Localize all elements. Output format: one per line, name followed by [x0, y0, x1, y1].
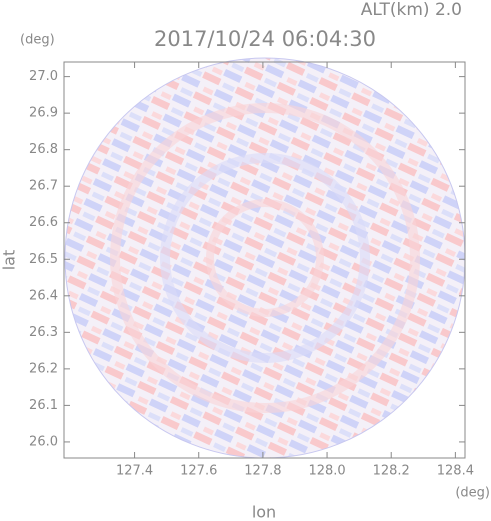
- x-tick-label: 128.4: [437, 464, 474, 479]
- y-tick-label: 26.5: [29, 252, 58, 267]
- x-unit: (deg): [455, 486, 490, 501]
- echo-field: [64, 57, 466, 459]
- y-tick-label: 26.3: [29, 325, 58, 340]
- y-tick-label: 26.8: [29, 142, 58, 157]
- x-tick-label: 127.6: [180, 464, 217, 479]
- x-tick-label: 127.8: [244, 464, 281, 479]
- altitude: ALT(km) 2.0: [361, 0, 462, 20]
- y-tick-label: 26.9: [29, 106, 58, 121]
- x-tick-label: 128.0: [308, 464, 345, 479]
- plot-frame: [63, 61, 466, 459]
- y-tick-label: 27.0: [29, 69, 58, 84]
- x-label: lon: [252, 503, 276, 521]
- y-tick-label: 26.7: [29, 179, 58, 194]
- y-tick-label: 26.4: [29, 288, 58, 303]
- y-tick-label: 26.1: [29, 398, 58, 413]
- y-unit: (deg): [20, 33, 55, 48]
- y-label: lat: [0, 250, 19, 271]
- x-tick-label: 128.2: [373, 464, 410, 479]
- y-tick-label: 26.6: [29, 215, 58, 230]
- y-tick-label: 26.0: [29, 434, 58, 449]
- chart-title: 2017/10/24 06:04:30: [154, 27, 376, 51]
- y-tick-label: 26.2: [29, 361, 58, 376]
- x-tick-label: 127.4: [116, 464, 153, 479]
